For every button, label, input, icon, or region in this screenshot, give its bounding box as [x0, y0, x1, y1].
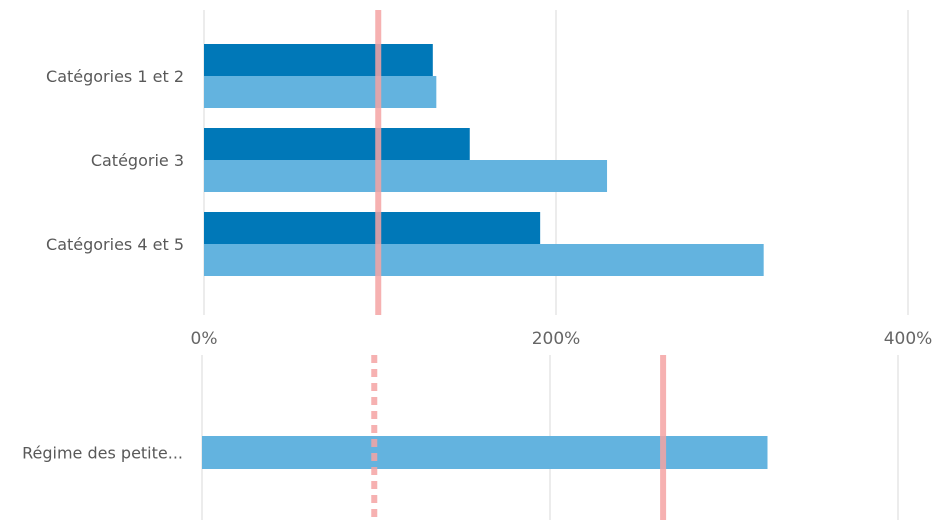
category-label-1-1: Catégorie 3 [91, 151, 184, 170]
panel1-bar-c2-s0 [204, 212, 541, 244]
panel1-bar-c1-s0 [204, 128, 470, 160]
category-label-1-0: Catégories 1 et 2 [46, 67, 184, 86]
panel1-bar-c0-s0 [204, 44, 433, 76]
panel2-bar-c0-s0 [202, 436, 768, 469]
x-tick-label-1: 200% [532, 329, 581, 349]
panel1-bar-c0-s1 [204, 76, 437, 108]
x-tick-label-0: 0% [191, 329, 218, 349]
panel1-bar-c1-s1 [204, 160, 608, 192]
panel1-bar-c2-s1 [204, 244, 764, 276]
category-label-2-0: Régime des petite... [22, 444, 183, 463]
x-tick-label-2: 400% [884, 329, 933, 349]
category-label-1-2: Catégories 4 et 5 [46, 235, 184, 254]
